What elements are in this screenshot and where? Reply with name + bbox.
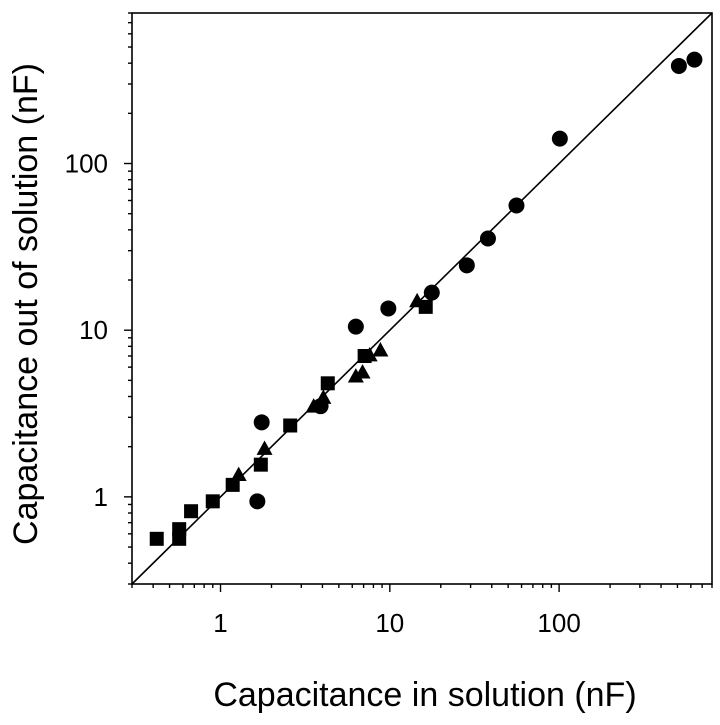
x-tick-label: 1 bbox=[213, 608, 227, 638]
x-tick-label: 10 bbox=[375, 608, 404, 638]
square-point bbox=[225, 477, 240, 492]
square-point bbox=[149, 531, 164, 546]
circle-point bbox=[380, 300, 397, 317]
plot-frame bbox=[131, 12, 713, 585]
triangle-point bbox=[347, 368, 364, 383]
circle-point bbox=[670, 57, 687, 74]
data-markers bbox=[149, 51, 703, 546]
triangle-point bbox=[305, 398, 322, 413]
square-point bbox=[320, 376, 335, 391]
y-tick-label: 100 bbox=[65, 149, 108, 179]
circle-point bbox=[686, 51, 703, 68]
circle-point bbox=[423, 284, 440, 301]
circle-point bbox=[253, 414, 270, 431]
square-point bbox=[253, 457, 268, 472]
triangle-point bbox=[372, 342, 389, 357]
x-tick-label: 100 bbox=[537, 608, 580, 638]
square-point bbox=[172, 522, 187, 537]
x-axis-title: Capacitance in solution (nF) bbox=[213, 676, 636, 714]
triangle-point bbox=[230, 466, 247, 481]
square-point bbox=[205, 494, 220, 509]
circle-point bbox=[479, 230, 496, 247]
circle-point bbox=[458, 257, 475, 274]
y-tick-label: 10 bbox=[79, 315, 108, 345]
circle-point bbox=[551, 130, 568, 147]
triangle-point bbox=[409, 292, 426, 308]
y-axis-title: Capacitance out of solution (nF) bbox=[7, 63, 45, 545]
circle-point bbox=[508, 197, 525, 214]
square-point bbox=[283, 418, 298, 433]
plot-border bbox=[131, 12, 713, 585]
y-tick-label: 1 bbox=[94, 482, 108, 512]
triangle-point bbox=[361, 346, 378, 362]
triangle-point bbox=[354, 364, 371, 379]
circle-point bbox=[249, 493, 266, 510]
square-point bbox=[184, 504, 199, 519]
axis-ticks: 1 10 100 1 10 100 bbox=[65, 12, 713, 638]
triangle-point bbox=[315, 389, 332, 404]
triangle-point bbox=[256, 440, 273, 455]
circle-point bbox=[347, 318, 364, 335]
